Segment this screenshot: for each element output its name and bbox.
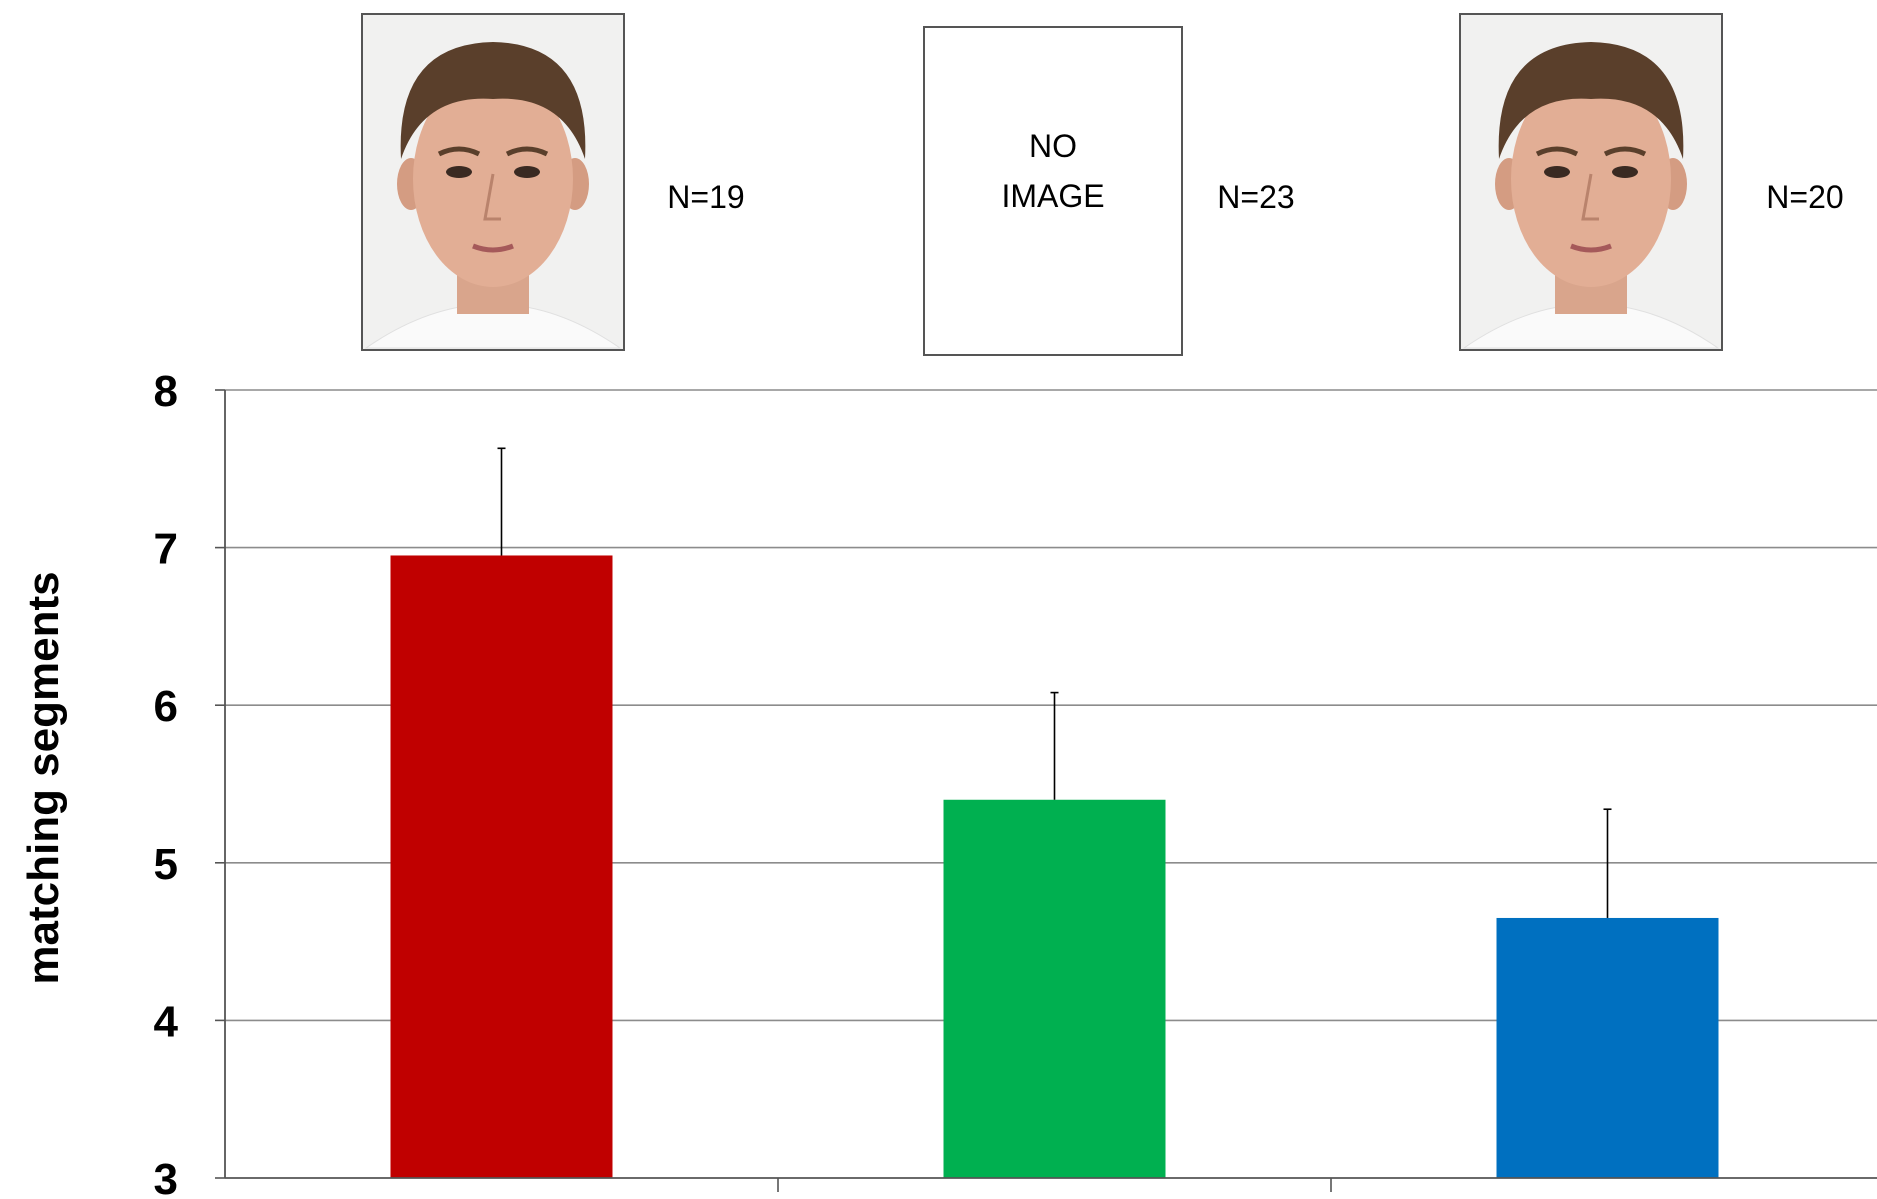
y-tick-label: 7 — [154, 525, 178, 574]
error-bars — [497, 447, 1612, 918]
face-photo-icon — [361, 13, 625, 351]
bar — [390, 555, 613, 1178]
sample-size-label: N=19 — [667, 179, 744, 215]
bar — [943, 799, 1166, 1178]
condition-headers: N=19 NO IMAGE N=23 N=20 — [361, 13, 1844, 356]
face-photo-icon — [1459, 13, 1723, 351]
no-image-placeholder: NO IMAGE — [923, 26, 1183, 356]
y-tick-label: 8 — [154, 367, 178, 416]
no-image-text: NO — [1029, 128, 1077, 164]
axes — [215, 389, 1877, 1192]
bar — [1496, 917, 1719, 1178]
condition-header: N=20 — [1459, 13, 1844, 351]
sample-size-label: N=23 — [1217, 179, 1294, 215]
bars — [390, 555, 1719, 1178]
no-image-text: IMAGE — [1001, 178, 1104, 214]
y-tick-labels: 3 4 5 6 7 8 — [154, 367, 179, 1199]
y-tick-label: 3 — [154, 1155, 178, 1199]
condition-header: NO IMAGE N=23 — [923, 26, 1295, 356]
sample-size-label: N=20 — [1766, 179, 1843, 215]
y-tick-label: 6 — [154, 682, 178, 731]
y-tick-label: 4 — [154, 997, 179, 1046]
y-axis-label: matching segments — [19, 571, 68, 984]
y-tick-label: 5 — [154, 840, 178, 889]
condition-header: N=19 — [361, 13, 745, 351]
